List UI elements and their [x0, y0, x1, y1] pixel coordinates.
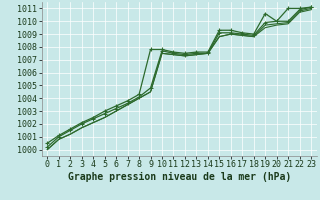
- X-axis label: Graphe pression niveau de la mer (hPa): Graphe pression niveau de la mer (hPa): [68, 172, 291, 182]
